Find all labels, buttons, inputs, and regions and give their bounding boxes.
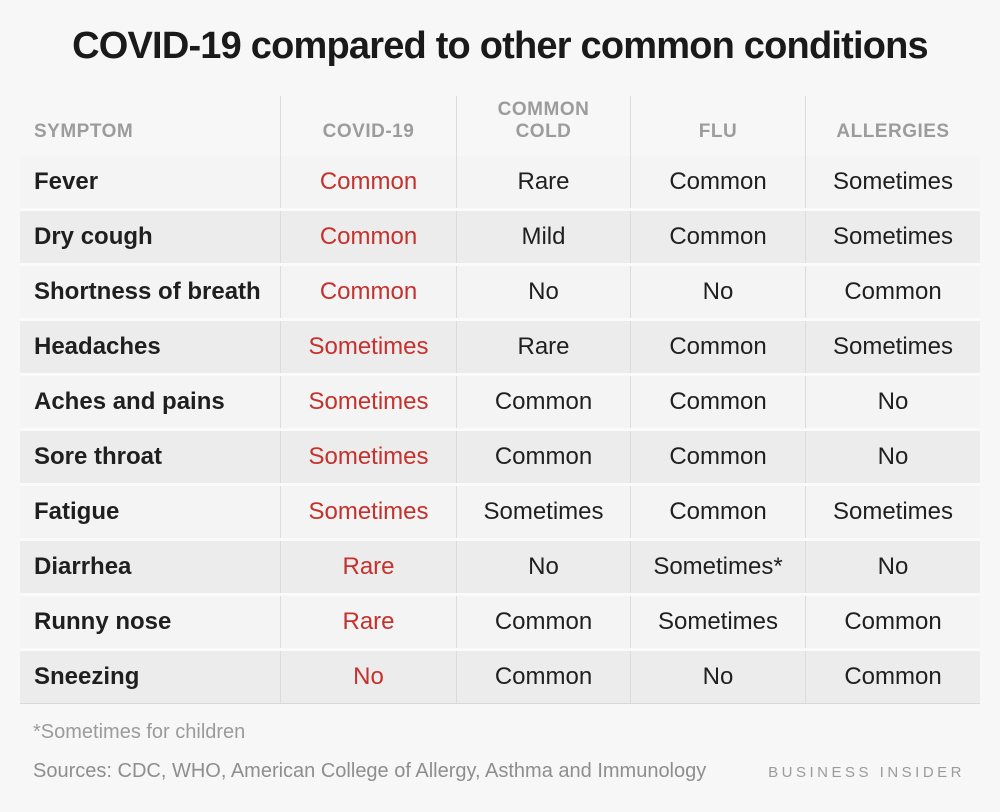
flu-value-cell: Common: [630, 485, 805, 538]
covid19-value-cell: Sometimes: [280, 485, 456, 538]
symptom-cell: Sore throat: [34, 442, 163, 470]
symptom-cell: Diarrhea: [34, 552, 132, 580]
flu-value-cell: Common: [630, 375, 805, 428]
table-row-dry-cough: Dry cough Common Mild Common Sometimes: [20, 210, 980, 266]
symptom-cell: Runny nose: [34, 607, 172, 635]
table-row-fatigue: Fatigue Sometimes Sometimes Common Somet…: [20, 485, 980, 541]
common-cold-value-cell: No: [456, 540, 630, 593]
common-cold-value-cell: Sometimes: [456, 485, 630, 538]
flu-value-cell: Sometimes*: [630, 540, 805, 593]
column-header-common-cold-label: COMMON COLD: [497, 98, 590, 142]
allergies-value-cell: Common: [805, 595, 980, 648]
column-header-symptom: SYMPTOM: [34, 120, 134, 142]
allergies-value-cell: Sometimes: [805, 210, 980, 263]
column-header-flu: FLU: [630, 95, 805, 156]
covid19-value-cell: Common: [280, 155, 456, 208]
flu-value-cell: No: [630, 650, 805, 703]
allergies-value-cell: No: [805, 430, 980, 483]
flu-value-cell: Common: [630, 210, 805, 263]
table-row-fever: Fever Common Rare Common Sometimes: [20, 155, 980, 211]
flu-value-cell: Common: [630, 320, 805, 373]
table-row-sneezing: Sneezing No Common No Common: [20, 650, 980, 704]
allergies-value-cell: Common: [805, 650, 980, 703]
column-header-allergies: ALLERGIES: [805, 95, 980, 156]
symptom-cell: Headaches: [34, 332, 161, 360]
symptom-cell: Fatigue: [34, 497, 120, 525]
allergies-value-cell: Common: [805, 265, 980, 318]
allergies-value-cell: Sometimes: [805, 320, 980, 373]
flu-value-cell: Sometimes: [630, 595, 805, 648]
covid19-value-cell: Rare: [280, 540, 456, 593]
footer: Sources: CDC, WHO, American College of A…: [33, 760, 965, 783]
table-row-diarrhea: Diarrhea Rare No Sometimes* No: [20, 540, 980, 596]
covid19-value-cell: Common: [280, 265, 456, 318]
common-cold-value-cell: Common: [456, 595, 630, 648]
sources-label: Sources:: [33, 759, 112, 782]
footnote: *Sometimes for children: [33, 720, 246, 743]
table-row-sore-throat: Sore throat Sometimes Common Common No: [20, 430, 980, 486]
table-header-row: SYMPTOM COVID-19 COMMON COLD FLU ALLERGI…: [20, 95, 980, 156]
table-row-shortness-of-breath: Shortness of breath Common No No Common: [20, 265, 980, 321]
column-header-common-cold: COMMON COLD: [456, 95, 630, 156]
common-cold-value-cell: Common: [456, 650, 630, 703]
table-row-runny-nose: Runny nose Rare Common Sometimes Common: [20, 595, 980, 651]
allergies-value-cell: No: [805, 540, 980, 593]
column-header-covid19: COVID-19: [280, 95, 456, 156]
table-row-headaches: Headaches Sometimes Rare Common Sometime…: [20, 320, 980, 376]
business-insider-wordmark: BUSINESS INSIDER: [768, 763, 965, 781]
covid19-value-cell: Rare: [280, 595, 456, 648]
symptom-cell: Fever: [34, 167, 99, 195]
covid19-value-cell: Common: [280, 210, 456, 263]
symptom-comparison-table: SYMPTOM COVID-19 COMMON COLD FLU ALLERGI…: [20, 95, 980, 704]
flu-value-cell: No: [630, 265, 805, 318]
flu-value-cell: Common: [630, 155, 805, 208]
covid19-value-cell: Sometimes: [280, 375, 456, 428]
common-cold-value-cell: No: [456, 265, 630, 318]
covid19-value-cell: Sometimes: [280, 320, 456, 373]
common-cold-value-cell: Rare: [456, 320, 630, 373]
page-title: COVID-19 compared to other common condit…: [72, 25, 929, 67]
symptom-cell: Sneezing: [34, 662, 140, 690]
covid19-value-cell: No: [280, 650, 456, 703]
symptom-cell: Dry cough: [34, 222, 153, 250]
allergies-value-cell: No: [805, 375, 980, 428]
common-cold-value-cell: Common: [456, 430, 630, 483]
table-row-aches-and-pains: Aches and pains Sometimes Common Common …: [20, 375, 980, 431]
symptom-cell: Shortness of breath: [34, 277, 261, 305]
sources-text: CDC, WHO, American College of Allergy, A…: [117, 759, 707, 782]
symptom-cell: Aches and pains: [34, 387, 225, 415]
flu-value-cell: Common: [630, 430, 805, 483]
covid19-value-cell: Sometimes: [280, 430, 456, 483]
allergies-value-cell: Sometimes: [805, 485, 980, 538]
common-cold-value-cell: Common: [456, 375, 630, 428]
common-cold-value-cell: Mild: [456, 210, 630, 263]
allergies-value-cell: Sometimes: [805, 155, 980, 208]
common-cold-value-cell: Rare: [456, 155, 630, 208]
sources-line: Sources: CDC, WHO, American College of A…: [33, 760, 706, 783]
